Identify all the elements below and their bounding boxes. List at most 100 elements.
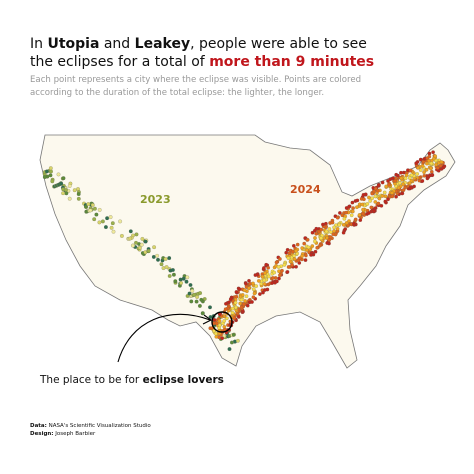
city-point: [347, 205, 351, 209]
city-point: [353, 217, 358, 222]
city-point: [331, 232, 336, 237]
city-point: [420, 179, 425, 183]
city-point: [92, 217, 97, 222]
city-point: [76, 196, 81, 201]
city-point: [418, 157, 423, 162]
city-point: [244, 281, 248, 286]
city-point: [292, 254, 296, 258]
city-point: [428, 173, 432, 178]
city-point: [217, 319, 222, 323]
city-point: [188, 283, 193, 287]
city-point: [233, 300, 238, 305]
city-point: [146, 249, 151, 253]
city-point: [361, 193, 366, 197]
city-point: [239, 297, 244, 302]
city-point: [197, 304, 202, 308]
city-point: [184, 279, 189, 284]
city-point: [338, 211, 342, 215]
city-point: [45, 169, 49, 174]
city-point: [208, 305, 212, 310]
city-point: [272, 270, 277, 275]
city-point: [152, 245, 157, 250]
city-point: [302, 241, 307, 246]
city-point: [429, 161, 434, 166]
city-point: [287, 251, 292, 256]
city-point: [343, 227, 348, 231]
city-point: [245, 303, 250, 308]
city-point: [232, 316, 237, 321]
city-point: [344, 210, 349, 215]
city-point: [242, 302, 246, 307]
city-point: [304, 253, 308, 258]
city-point: [305, 238, 310, 242]
city-point: [134, 232, 139, 237]
city-point: [422, 174, 427, 178]
subtitle: Each point represents a city where the e…: [30, 75, 361, 85]
city-point: [143, 239, 148, 244]
city-point: [351, 206, 355, 210]
city-point: [418, 168, 423, 172]
city-point: [94, 212, 99, 217]
city-point: [309, 253, 313, 257]
city-point: [137, 245, 142, 250]
city-point: [321, 222, 325, 227]
city-point: [372, 208, 376, 213]
city-point: [327, 227, 332, 231]
city-point: [360, 202, 365, 207]
city-point: [238, 301, 243, 306]
city-point: [111, 229, 116, 234]
city-point: [247, 286, 251, 291]
city-point: [134, 240, 138, 245]
city-point: [187, 291, 192, 296]
city-point: [369, 205, 374, 210]
city-point: [198, 291, 203, 296]
city-point: [49, 169, 53, 174]
city-point: [189, 299, 194, 304]
city-point: [350, 200, 355, 205]
city-point: [441, 165, 446, 170]
city-point: [228, 297, 233, 302]
city-point: [310, 230, 315, 235]
city-point: [128, 236, 133, 241]
city-point: [335, 227, 340, 231]
city-point: [42, 175, 47, 180]
footer: Data: NASA's Scientific Visualization St…: [30, 423, 151, 429]
us-map: [39, 134, 456, 369]
city-point: [313, 236, 317, 240]
city-point: [439, 160, 444, 164]
city-point: [235, 338, 240, 343]
city-point: [401, 182, 406, 187]
city-point: [390, 194, 395, 199]
city-point: [409, 173, 414, 178]
city-point: [361, 211, 365, 216]
city-point: [402, 170, 406, 175]
city-point: [329, 230, 333, 235]
city-point: [341, 223, 346, 227]
city-point: [170, 268, 175, 272]
eclipse-points: [42, 150, 447, 352]
city-point: [397, 181, 402, 185]
city-point: [275, 279, 279, 284]
city-point: [156, 257, 160, 262]
city-point: [416, 166, 420, 170]
city-point: [59, 181, 63, 186]
city-point: [332, 229, 336, 233]
city-point: [280, 268, 284, 273]
city-point: [315, 246, 320, 250]
city-point: [431, 150, 435, 155]
city-point: [278, 257, 282, 261]
city-point: [194, 299, 199, 304]
city-point: [337, 223, 342, 227]
city-point: [367, 195, 371, 200]
city-point: [408, 168, 413, 173]
city-point: [167, 256, 172, 261]
city-point: [237, 287, 242, 292]
city-point: [306, 245, 311, 250]
city-point: [72, 188, 77, 193]
city-point: [290, 249, 295, 254]
city-point: [222, 319, 227, 323]
city-point: [407, 176, 412, 180]
title: In Utopia and Leakey, people were able t…: [30, 36, 367, 52]
city-point: [214, 331, 218, 336]
